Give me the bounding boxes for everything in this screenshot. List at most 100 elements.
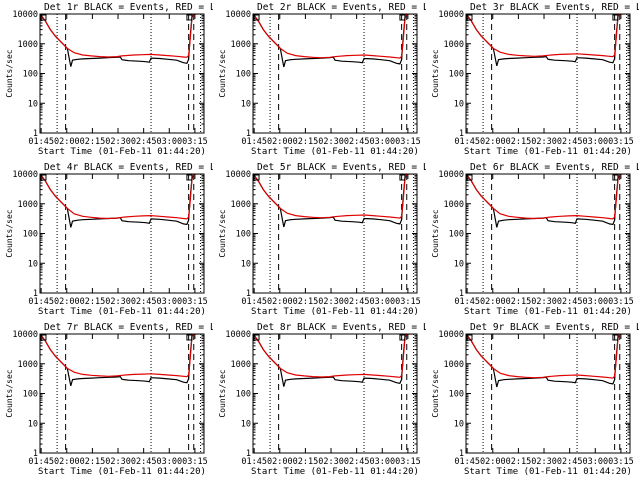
y-tick-label: 10 xyxy=(241,259,251,269)
lld-rate-line xyxy=(466,334,625,379)
y-tick-label: 1000 xyxy=(444,200,464,210)
x-tick-label: 02:15 xyxy=(80,137,106,147)
x-tick-label: 01:45 xyxy=(28,297,54,307)
x-tick-label: 02:45 xyxy=(131,297,157,307)
y-tick-label: 100 xyxy=(449,230,464,240)
x-tick-label: 02:00 xyxy=(54,457,80,467)
x-tick-label: 03:15 xyxy=(395,297,421,307)
x-tick-label: 02:00 xyxy=(267,137,293,147)
x-tick-label: 02:15 xyxy=(80,457,106,467)
y-tick-label: 1000 xyxy=(444,40,464,50)
events-rate-line xyxy=(253,174,409,228)
panel-title: Det 7r BLACK = Events, RED = LLD xyxy=(44,322,213,333)
x-tick-label: 02:15 xyxy=(293,457,319,467)
events-rate-line xyxy=(253,14,409,68)
x-axis-label: Start Time (01-Feb-11 01:44:20) xyxy=(464,467,632,477)
y-axis-label: Counts/sec xyxy=(5,49,14,97)
x-tick-label: 03:15 xyxy=(182,137,208,147)
x-axis-label: Start Time (01-Feb-11 01:44:20) xyxy=(38,467,206,477)
y-tick-label: 10000 xyxy=(225,330,251,340)
x-tick-label: 02:45 xyxy=(344,137,370,147)
x-tick-label: 02:30 xyxy=(105,297,131,307)
x-tick-label: 02:45 xyxy=(557,457,583,467)
plot-frame xyxy=(39,13,205,134)
y-tick-label: 1000 xyxy=(18,200,38,210)
x-tick-label: 01:45 xyxy=(241,137,267,147)
events-rate-line xyxy=(466,174,622,228)
panel-title: Det 3r BLACK = Events, RED = LLD xyxy=(470,2,639,13)
y-axis-label: Counts/sec xyxy=(431,369,440,417)
x-tick-label: 02:15 xyxy=(506,457,532,467)
x-tick-label: 03:15 xyxy=(608,137,634,147)
y-tick-label: 1 xyxy=(246,289,251,299)
lld-rate-line xyxy=(40,174,199,220)
x-tick-label: 03:00 xyxy=(582,457,608,467)
events-rate-line xyxy=(40,14,196,67)
x-tick-label: 02:00 xyxy=(480,137,506,147)
y-axis-label: Counts/sec xyxy=(431,49,440,97)
y-tick-label: 100 xyxy=(449,70,464,80)
y-tick-label: 100 xyxy=(23,230,38,240)
detector-panel: Det 8r BLACK = Events, RED = LLD 1 10 100 10… xyxy=(218,322,426,477)
y-tick-label: 10000 xyxy=(438,330,464,340)
x-tick-label: 03:00 xyxy=(369,297,395,307)
y-tick-label: 10000 xyxy=(12,10,38,20)
x-tick-label: 02:00 xyxy=(480,297,506,307)
x-tick-label: 03:00 xyxy=(156,457,182,467)
x-axis-label: Start Time (01-Feb-11 01:44:20) xyxy=(38,307,206,317)
y-tick-label: 10 xyxy=(28,99,38,109)
y-tick-label: 10 xyxy=(241,99,251,109)
y-tick-label: 1 xyxy=(459,449,464,459)
events-rate-line xyxy=(466,14,622,67)
x-tick-label: 03:15 xyxy=(395,457,421,467)
x-axis-label: Start Time (01-Feb-11 01:44:20) xyxy=(464,307,632,317)
x-tick-label: 03:15 xyxy=(608,457,634,467)
y-axis-label: Counts/sec xyxy=(218,209,227,257)
x-tick-label: 02:45 xyxy=(557,137,583,147)
y-tick-label: 10 xyxy=(454,259,464,269)
panel-title: Det 9r BLACK = Events, RED = LLD xyxy=(470,322,639,333)
y-tick-label: 100 xyxy=(236,390,251,400)
events-rate-line xyxy=(40,174,196,228)
panel-title: Det 8r BLACK = Events, RED = LLD xyxy=(257,322,426,333)
x-tick-label: 02:15 xyxy=(506,297,532,307)
x-tick-label: 02:15 xyxy=(80,297,106,307)
detector-panel: Det 6r BLACK = Events, RED = LLD 1 10 100 10… xyxy=(431,162,639,317)
y-axis-label: Counts/sec xyxy=(431,209,440,257)
x-tick-label: 01:45 xyxy=(454,297,480,307)
lld-rate-line xyxy=(253,334,412,378)
detector-panel: Det 4r BLACK = Events, RED = LLD 1 10 100 10… xyxy=(5,162,213,317)
x-tick-label: 03:00 xyxy=(156,137,182,147)
corner-marker xyxy=(399,14,406,21)
x-tick-label: 01:45 xyxy=(241,297,267,307)
corner-marker xyxy=(612,174,619,181)
x-tick-label: 02:15 xyxy=(506,137,532,147)
lld-rate-line xyxy=(253,174,412,219)
x-tick-label: 02:15 xyxy=(293,297,319,307)
y-tick-label: 10 xyxy=(454,99,464,109)
y-tick-label: 1 xyxy=(33,289,38,299)
y-tick-label: 100 xyxy=(23,390,38,400)
x-tick-label: 02:30 xyxy=(105,137,131,147)
x-tick-label: 02:45 xyxy=(344,297,370,307)
y-tick-label: 10000 xyxy=(225,170,251,180)
y-tick-label: 100 xyxy=(236,70,251,80)
lld-rate-line xyxy=(466,174,625,220)
detector-panel: Det 5r BLACK = Events, RED = LLD 1 10 100 10… xyxy=(218,162,426,317)
y-tick-label: 10000 xyxy=(438,170,464,180)
y-tick-label: 1000 xyxy=(444,360,464,370)
plot-frame xyxy=(39,333,205,454)
x-tick-label: 03:15 xyxy=(182,297,208,307)
x-tick-label: 03:15 xyxy=(608,297,634,307)
y-tick-label: 1 xyxy=(246,449,251,459)
corner-marker xyxy=(186,174,193,181)
x-axis-label: Start Time (01-Feb-11 01:44:20) xyxy=(251,147,419,157)
y-tick-label: 100 xyxy=(23,70,38,80)
detector-panel: Det 9r BLACK = Events, RED = LLD 1 10 100 10… xyxy=(431,322,639,477)
x-tick-label: 02:00 xyxy=(267,297,293,307)
x-tick-label: 02:30 xyxy=(105,457,131,467)
x-tick-label: 02:00 xyxy=(54,297,80,307)
y-tick-label: 1000 xyxy=(231,40,251,50)
y-axis-label: Counts/sec xyxy=(5,209,14,257)
x-tick-label: 01:45 xyxy=(454,457,480,467)
